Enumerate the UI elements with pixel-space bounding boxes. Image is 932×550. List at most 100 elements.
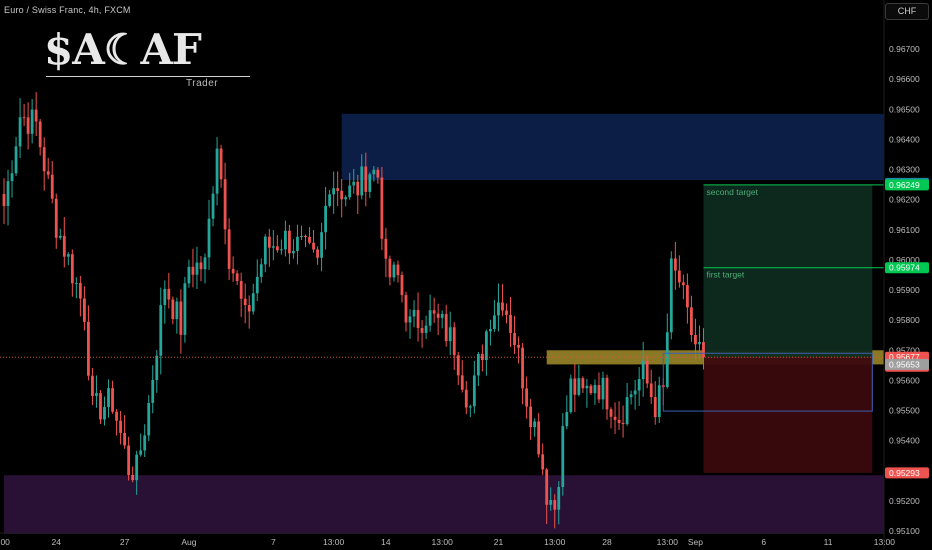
candle-body — [195, 262, 199, 275]
candle — [448, 311, 452, 356]
candle-body — [525, 388, 528, 407]
candle — [452, 322, 456, 370]
candle-body — [14, 146, 18, 174]
candle-body — [119, 420, 122, 433]
candle — [541, 443, 545, 476]
time-tick-label: 13:00 — [874, 537, 896, 547]
candle — [139, 433, 143, 457]
candle-body — [111, 388, 114, 412]
candle — [545, 467, 549, 524]
candle — [392, 261, 396, 282]
brand-logo: $A☾AF — [44, 25, 202, 74]
candle-body — [513, 333, 516, 345]
candle — [464, 381, 468, 415]
price-label-bg — [885, 262, 929, 274]
candle — [223, 162, 227, 245]
candle — [296, 224, 299, 265]
candle — [320, 222, 323, 272]
price-tick-label: 0.96600 — [889, 74, 920, 84]
candle-body — [617, 419, 621, 424]
candle-body — [352, 181, 356, 186]
candle-body — [694, 334, 697, 345]
candle — [119, 410, 122, 445]
price-label: 0.95974 — [885, 262, 929, 274]
candle — [472, 360, 476, 414]
candle-body — [702, 342, 705, 358]
candle — [259, 258, 263, 283]
candle-body — [641, 360, 645, 380]
candle — [521, 343, 524, 405]
candle — [702, 328, 705, 370]
price-tick-label: 0.95400 — [889, 436, 920, 446]
candle — [14, 136, 18, 177]
candle-body — [424, 325, 428, 333]
candle-body — [171, 299, 175, 320]
candle-body — [26, 117, 30, 134]
currency-button[interactable]: CHF — [885, 3, 929, 20]
candle — [440, 310, 444, 329]
candle — [641, 341, 645, 397]
candle — [436, 303, 440, 335]
candle-body — [62, 235, 66, 257]
target-annotation: second target — [706, 187, 758, 197]
candle-body — [235, 273, 239, 282]
candle — [18, 98, 22, 158]
candle-body — [247, 305, 251, 312]
candle-body — [10, 173, 14, 182]
candle — [573, 363, 577, 412]
candle-body — [199, 262, 203, 270]
candle-body — [380, 177, 384, 239]
candle — [553, 494, 557, 529]
candle — [404, 291, 408, 332]
logo-subtitle: Trader — [186, 78, 219, 89]
candle — [271, 230, 275, 261]
candle — [525, 376, 528, 419]
candle — [58, 228, 62, 240]
candle — [191, 248, 195, 288]
candle — [167, 272, 171, 309]
candle — [653, 381, 657, 425]
candle-body — [468, 406, 472, 408]
candle-body — [440, 313, 444, 318]
candle-body — [179, 301, 183, 335]
candle-body — [480, 353, 484, 360]
candle-body — [215, 148, 219, 194]
candle-body — [677, 270, 681, 283]
time-tick-label: 13:00 — [657, 537, 679, 547]
candle-body — [296, 236, 299, 251]
candle — [74, 277, 78, 299]
candle-body — [452, 327, 456, 356]
candle — [95, 375, 98, 408]
candle-body — [669, 258, 673, 333]
candle-body — [501, 302, 504, 311]
candle-body — [66, 254, 70, 257]
symbol-title[interactable]: Euro / Swiss Franc, 4h, FXCM — [4, 5, 131, 15]
candle-body — [38, 121, 42, 148]
candle-body — [83, 298, 86, 322]
candle — [159, 287, 163, 375]
candles-layer — [2, 92, 705, 529]
candle — [460, 360, 464, 393]
time-axis[interactable]: :00 24 27 Aug 7 13:00 14 13:00 21 13:00 28 13:00 Sep… — [0, 532, 896, 547]
candle-body — [581, 378, 585, 389]
candle — [42, 137, 46, 191]
price-tick-label: 0.96300 — [889, 165, 920, 175]
time-tick-label: Aug — [181, 537, 196, 547]
time-tick-label: 28 — [602, 537, 612, 547]
candle-body — [649, 383, 653, 398]
candle-body — [42, 147, 46, 172]
candle — [533, 418, 537, 437]
price-label-value: 0.95974 — [889, 263, 920, 273]
candle — [87, 305, 90, 381]
candle — [416, 292, 420, 342]
candle — [577, 364, 581, 397]
price-tick-label: 0.95800 — [889, 315, 920, 325]
candle-body — [505, 310, 508, 315]
candle-body — [348, 185, 352, 198]
candle-body — [300, 235, 303, 237]
candle — [694, 318, 697, 360]
candle-body — [227, 229, 231, 269]
candle — [66, 252, 70, 266]
candle — [163, 280, 167, 324]
